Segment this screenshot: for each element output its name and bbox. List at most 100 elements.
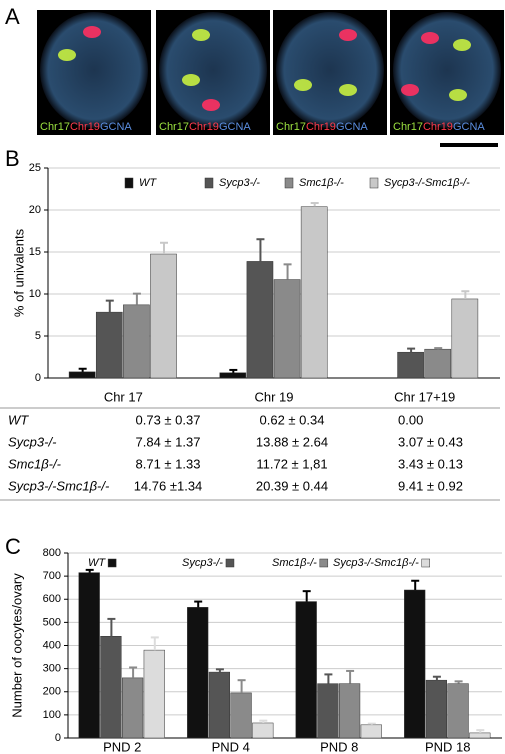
signal <box>202 99 220 111</box>
channel-label: Chr17 <box>393 121 423 133</box>
bar <box>451 298 479 379</box>
row-header: WT <box>8 412 29 427</box>
x-tick-label: Chr 17+19 <box>394 389 455 404</box>
legend-label: Sycp3-/-Smc1β-/- <box>384 177 470 189</box>
x-tick-label: PND 8 <box>320 739 358 754</box>
y-tick-label: 700 <box>43 570 61 582</box>
channel-label: Chr17 <box>276 121 306 133</box>
bar <box>143 649 165 739</box>
channel-caption: Chr17Chr19GCNA <box>393 121 485 133</box>
bar <box>122 677 144 739</box>
error-bar <box>454 680 463 684</box>
row-header: Smc1β-/- <box>8 456 62 471</box>
error-bar <box>150 636 159 651</box>
legend-swatch <box>204 177 214 189</box>
table: WT 0.73 ± 0.37 0.62 ± 0.34 0.00 Sycp3-/- 7.84… <box>0 407 500 501</box>
channel-label: Chr17 <box>159 121 189 133</box>
bar <box>424 348 452 379</box>
error-bar <box>346 669 355 684</box>
error-bar <box>85 568 94 573</box>
panel-label: C <box>5 534 21 559</box>
bar <box>100 636 122 739</box>
x-tick-label: PND 2 <box>103 739 141 754</box>
channel-caption: Chr17Chr19GCNA <box>276 121 368 133</box>
signal <box>294 79 312 91</box>
y-tick-label: 400 <box>43 639 61 651</box>
error-bar <box>215 668 224 673</box>
signal <box>401 84 419 96</box>
row-header: Sycp3-/-Smc1β-/- <box>8 478 110 493</box>
signal <box>453 39 471 51</box>
y-tick-label: 500 <box>43 616 61 628</box>
y-tick-label: 25 <box>29 162 41 174</box>
signal <box>83 26 101 38</box>
legend-label: Smc1β-/- <box>272 557 317 569</box>
error-bar <box>259 719 268 723</box>
error-bar <box>160 241 169 255</box>
channel-label: Chr19 <box>423 121 453 133</box>
cell <box>276 12 384 128</box>
error-bar <box>476 729 485 733</box>
legend-label: WT <box>88 557 106 569</box>
channel-label: Chr17 <box>40 121 70 133</box>
chart-b: 0 5 10 15 20 25 % of univalents Chr 17 Chr 19 Chr… <box>11 162 500 404</box>
y-tick-label: 800 <box>43 547 61 559</box>
error-bar <box>229 368 238 373</box>
bar <box>246 261 274 379</box>
bar <box>317 683 339 739</box>
row-header: Sycp3-/- <box>8 434 57 449</box>
error-bar <box>237 679 246 693</box>
error-bar <box>407 347 416 353</box>
chart-c: 0 100 200 300 400 500 600 700 800 Number of oocyt… <box>9 547 502 754</box>
channel-label: Chr19 <box>189 121 219 133</box>
error-bar <box>367 722 376 725</box>
bar <box>300 206 328 379</box>
table-cell: 8.71 ± 1.33 <box>136 456 201 471</box>
error-bar <box>461 290 470 299</box>
error-bar <box>105 299 114 313</box>
y-tick-label: 15 <box>29 246 41 258</box>
channel-label: Chr19 <box>306 121 336 133</box>
table-cell: 3.07 ± 0.43 <box>398 434 463 449</box>
bar <box>447 683 469 739</box>
table-cell: 0.73 ± 0.37 <box>136 412 201 427</box>
y-tick-label: 300 <box>43 663 61 675</box>
legend-swatch <box>284 177 294 189</box>
bar <box>78 572 100 739</box>
error-bar <box>132 292 141 305</box>
signal <box>192 29 210 41</box>
y-tick-label: 0 <box>35 372 41 384</box>
error-bar <box>324 673 333 684</box>
channel-label: GCNA <box>219 121 251 133</box>
table-cell: 0.00 <box>398 412 423 427</box>
x-tick-label: Chr 19 <box>254 389 293 404</box>
error-bar <box>434 347 443 350</box>
y-axis-label: % of univalents <box>11 228 26 317</box>
cell <box>159 12 267 128</box>
bar <box>295 601 317 739</box>
error-bar <box>310 202 319 207</box>
legend-swatch <box>319 558 329 568</box>
channel-label: GCNA <box>453 121 485 133</box>
signal <box>58 49 76 61</box>
error-bar <box>129 666 138 678</box>
table-cell: 9.41 ± 0.92 <box>398 478 463 493</box>
table-cell: 13.88 ± 2.64 <box>256 434 328 449</box>
bar <box>123 304 150 379</box>
error-bar <box>194 600 203 608</box>
legend-label: Sycp3-/-Smc1β-/- <box>333 557 419 569</box>
table-cell: 11.72 ± 1,81 <box>256 456 327 471</box>
bar <box>273 279 301 379</box>
y-tick-label: 0 <box>55 732 61 744</box>
legend-swatch <box>124 177 134 189</box>
legend-label: Sycp3-/- <box>219 177 260 189</box>
bar <box>425 679 447 739</box>
legend-swatch <box>369 177 379 189</box>
bar <box>230 692 252 739</box>
y-tick-label: 10 <box>29 288 41 300</box>
channel-label: Chr19 <box>70 121 100 133</box>
legend-swatch <box>421 558 430 568</box>
error-bar <box>256 238 265 262</box>
cell <box>393 12 501 128</box>
